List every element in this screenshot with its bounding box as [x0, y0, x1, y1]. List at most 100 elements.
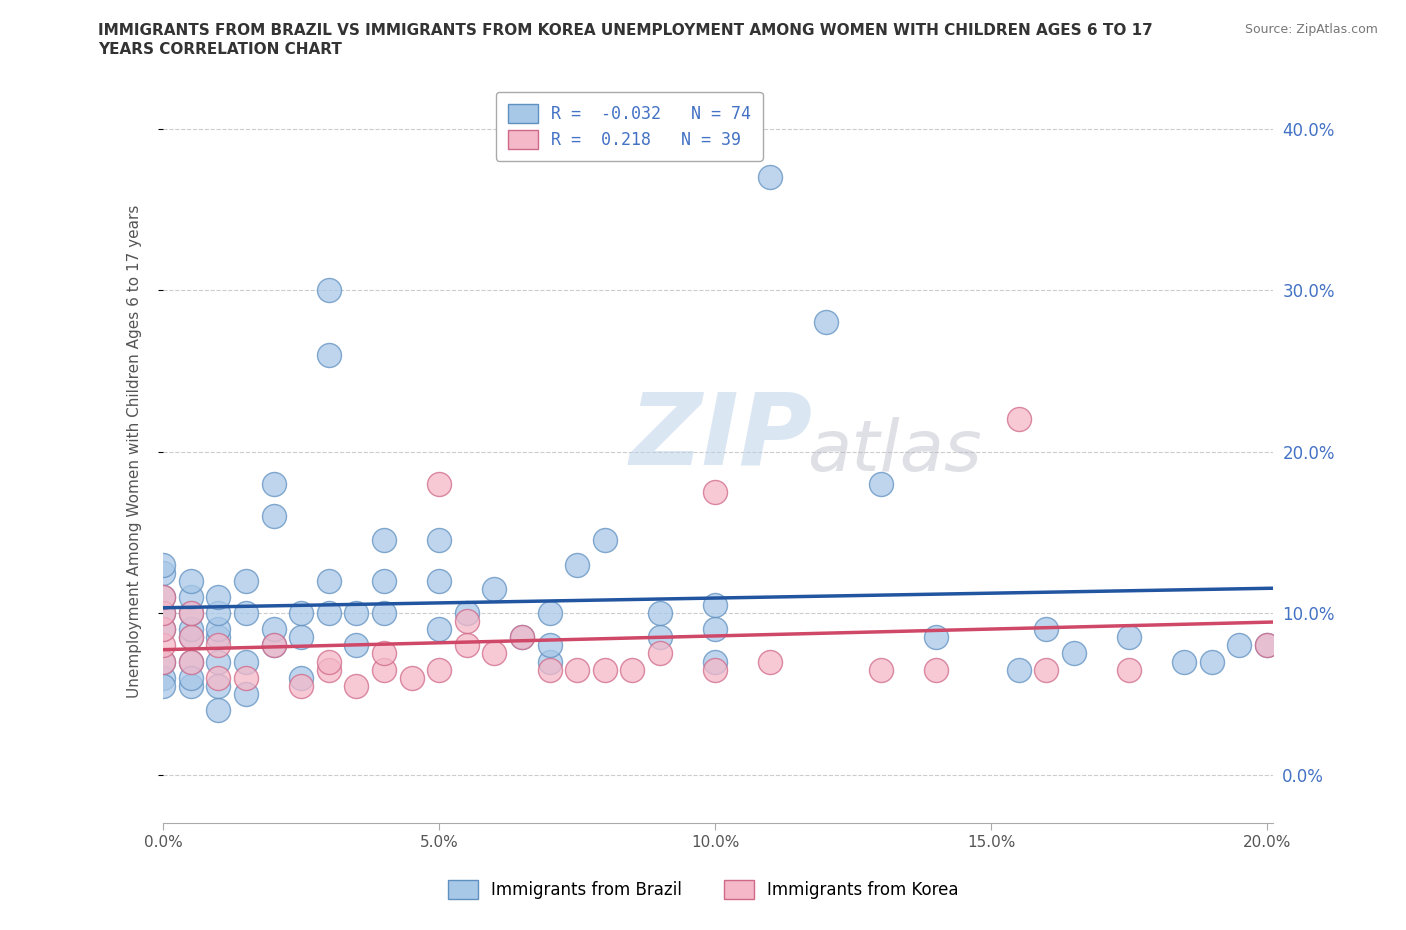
Point — [1201, 654, 1223, 669]
Point — [207, 654, 229, 669]
Point — [346, 638, 368, 653]
Point — [318, 574, 340, 589]
Text: Source: ZipAtlas.com: Source: ZipAtlas.com — [1244, 23, 1378, 36]
Point — [207, 702, 229, 717]
Point — [152, 678, 174, 693]
Point — [484, 646, 506, 661]
Point — [648, 646, 671, 661]
Text: YEARS CORRELATION CHART: YEARS CORRELATION CHART — [98, 42, 342, 57]
Point — [152, 654, 174, 669]
Point — [180, 678, 202, 693]
Point — [318, 283, 340, 298]
Point — [456, 638, 478, 653]
Point — [152, 671, 174, 685]
Point — [373, 533, 395, 548]
Point — [538, 638, 561, 653]
Point — [373, 605, 395, 620]
Point — [648, 605, 671, 620]
Text: atlas: atlas — [807, 417, 981, 486]
Point — [263, 622, 285, 637]
Point — [207, 678, 229, 693]
Point — [207, 605, 229, 620]
Point — [152, 565, 174, 580]
Point — [290, 678, 312, 693]
Point — [180, 622, 202, 637]
Point — [346, 678, 368, 693]
Point — [538, 605, 561, 620]
Point — [263, 476, 285, 491]
Point — [593, 533, 616, 548]
Point — [180, 630, 202, 644]
Text: ZIP: ZIP — [630, 388, 813, 485]
Point — [373, 662, 395, 677]
Point — [456, 614, 478, 629]
Point — [290, 630, 312, 644]
Point — [180, 605, 202, 620]
Point — [427, 662, 450, 677]
Point — [346, 605, 368, 620]
Point — [152, 622, 174, 637]
Point — [1063, 646, 1085, 661]
Point — [456, 605, 478, 620]
Point — [621, 662, 644, 677]
Point — [704, 598, 727, 613]
Point — [704, 485, 727, 499]
Point — [207, 671, 229, 685]
Point — [510, 630, 533, 644]
Point — [152, 638, 174, 653]
Point — [152, 557, 174, 572]
Point — [207, 622, 229, 637]
Point — [427, 533, 450, 548]
Point — [373, 574, 395, 589]
Point — [1035, 662, 1057, 677]
Point — [152, 590, 174, 604]
Point — [207, 590, 229, 604]
Point — [1256, 638, 1278, 653]
Point — [869, 662, 891, 677]
Point — [1118, 662, 1140, 677]
Legend: Immigrants from Brazil, Immigrants from Korea: Immigrants from Brazil, Immigrants from … — [434, 867, 972, 912]
Point — [180, 654, 202, 669]
Point — [925, 662, 948, 677]
Point — [290, 671, 312, 685]
Point — [152, 605, 174, 620]
Legend: R =  -0.032   N = 74, R =  0.218   N = 39: R = -0.032 N = 74, R = 0.218 N = 39 — [496, 92, 762, 161]
Point — [510, 630, 533, 644]
Point — [180, 590, 202, 604]
Point — [152, 622, 174, 637]
Point — [180, 574, 202, 589]
Point — [814, 315, 837, 330]
Y-axis label: Unemployment Among Women with Children Ages 6 to 17 years: Unemployment Among Women with Children A… — [128, 205, 142, 698]
Point — [484, 581, 506, 596]
Point — [759, 654, 782, 669]
Point — [318, 347, 340, 362]
Point — [152, 654, 174, 669]
Point — [263, 638, 285, 653]
Point — [180, 630, 202, 644]
Point — [263, 509, 285, 524]
Point — [235, 654, 257, 669]
Point — [180, 654, 202, 669]
Point — [869, 476, 891, 491]
Point — [1173, 654, 1195, 669]
Point — [152, 605, 174, 620]
Point — [180, 605, 202, 620]
Point — [1008, 412, 1031, 427]
Point — [759, 169, 782, 184]
Point — [207, 630, 229, 644]
Point — [593, 662, 616, 677]
Point — [704, 662, 727, 677]
Point — [318, 605, 340, 620]
Point — [263, 638, 285, 653]
Point — [567, 662, 589, 677]
Point — [207, 638, 229, 653]
Point — [1256, 638, 1278, 653]
Point — [925, 630, 948, 644]
Point — [318, 654, 340, 669]
Point — [567, 557, 589, 572]
Point — [235, 671, 257, 685]
Point — [427, 622, 450, 637]
Point — [704, 622, 727, 637]
Point — [373, 646, 395, 661]
Point — [427, 476, 450, 491]
